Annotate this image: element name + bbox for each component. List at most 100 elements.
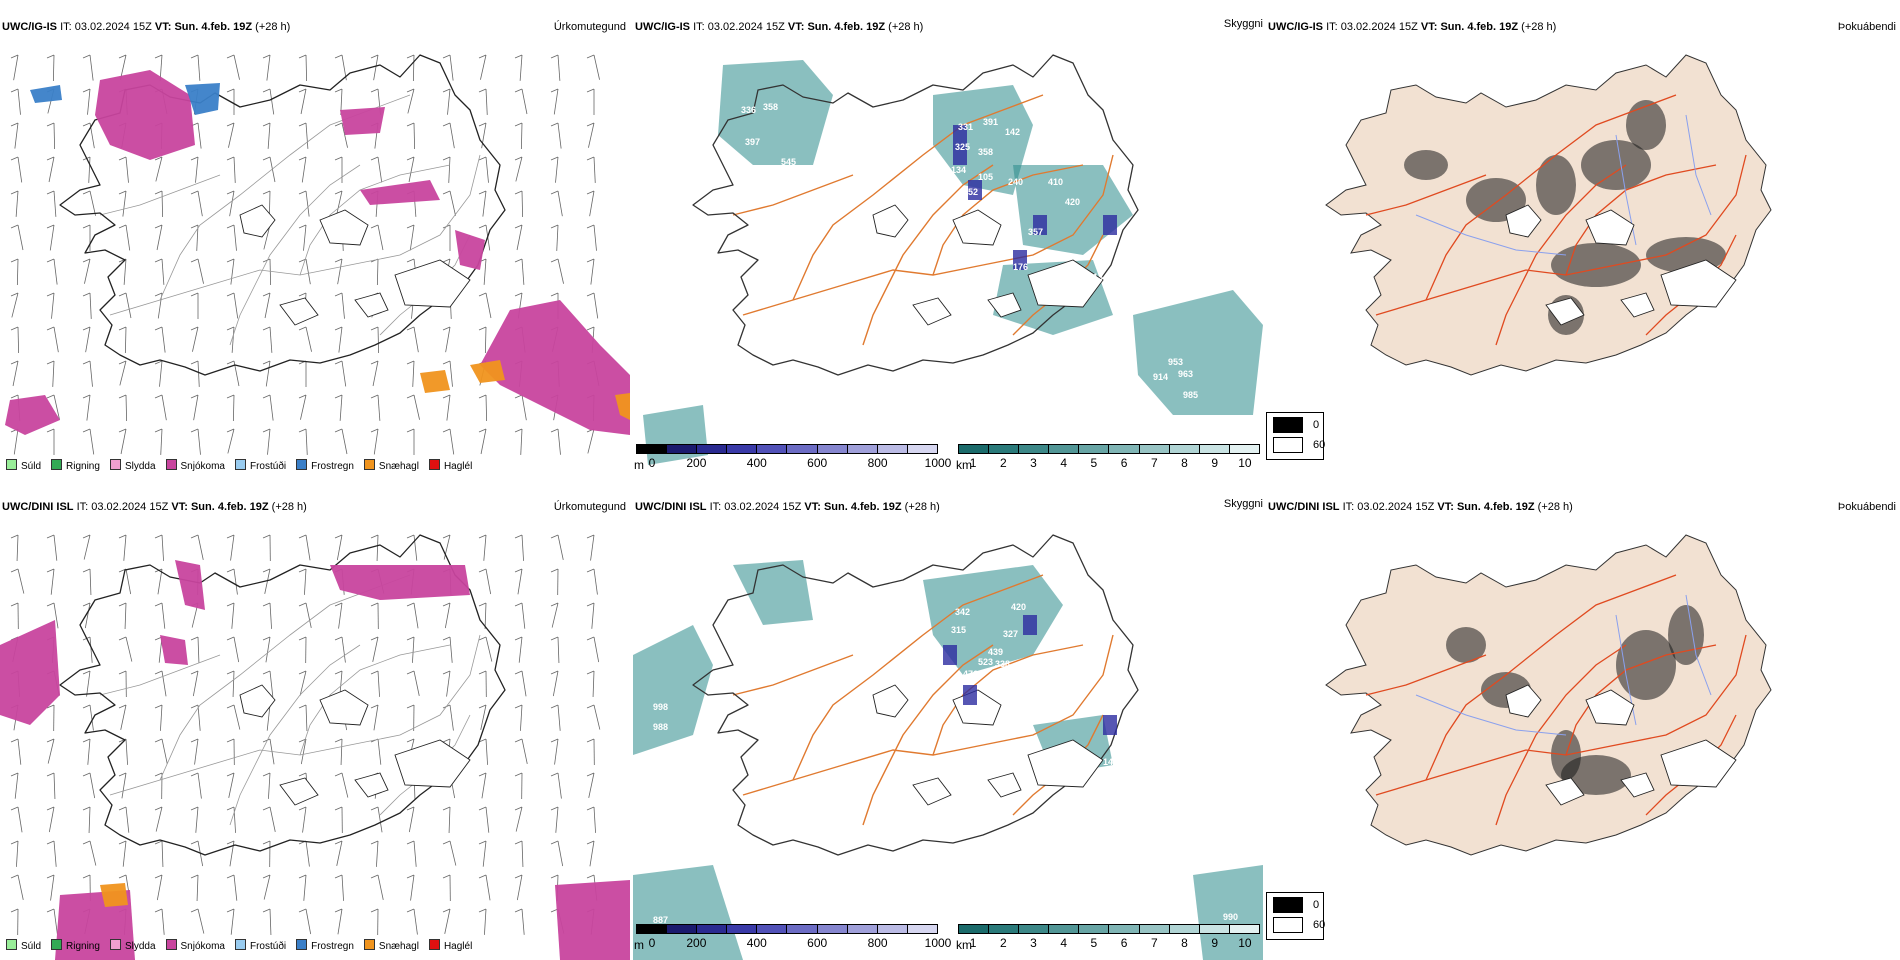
- legend-item: Súld: [6, 939, 41, 952]
- fog-legend-label: 0: [1313, 419, 1319, 431]
- legend-item: Frostúði: [235, 939, 286, 952]
- cloud-base-label: 963: [1178, 369, 1193, 379]
- fog-area: [1536, 155, 1576, 215]
- colorbar-tick: 9: [1211, 936, 1218, 950]
- legend-swatch: [166, 459, 177, 470]
- cloud-base-label: 452: [963, 187, 978, 197]
- cloud-base-area: [1103, 715, 1117, 735]
- legend-item: Frostregn: [296, 459, 354, 472]
- legend-item: Haglél: [429, 939, 472, 952]
- legend-swatch: [51, 939, 62, 950]
- precip-type-legend: Súld Rigning Slydda Snjókoma Frostúði Frostre…: [6, 459, 472, 472]
- cloud-base-label: 964: [731, 902, 746, 912]
- legend-label: Slydda: [125, 941, 156, 952]
- map-background: [633, 495, 1263, 960]
- colorbar-tick: 10: [1238, 936, 1251, 950]
- fog-legend-label: 60: [1313, 439, 1325, 451]
- legend-item: Snæhagl: [364, 939, 419, 952]
- precip-area: [555, 880, 630, 960]
- legend-label: Slydda: [125, 461, 156, 472]
- fog-indicator-map: [1266, 495, 1896, 960]
- cloud-base-area: [963, 685, 977, 705]
- cloud-base-label: 342: [955, 607, 970, 617]
- legend-swatch: [235, 459, 246, 470]
- fog-legend-row: 60: [1273, 917, 1325, 933]
- precip-type-map: [0, 495, 630, 960]
- legend-swatch: [235, 939, 246, 950]
- legend-swatch: [429, 459, 440, 470]
- legend-label: Rigning: [66, 461, 100, 472]
- precip-type-panel-ig: UWC/IG-IS IT: 03.02.2024 15Z VT: Sun. 4.…: [0, 15, 630, 480]
- colorbar-tick: 800: [868, 456, 888, 470]
- colorbar-unit: km: [956, 458, 972, 472]
- colorbar-tick: 4: [1060, 456, 1067, 470]
- cloud-base-label: 315: [951, 625, 966, 635]
- legend-swatch: [296, 939, 307, 950]
- colorbar-bar: [636, 924, 938, 934]
- cloud-base-label: 397: [745, 137, 760, 147]
- cloud-base-label: 176: [1013, 262, 1028, 272]
- colorbar-bar: [636, 444, 938, 454]
- colorbar-tick: 800: [868, 936, 888, 950]
- legend-label: Súld: [21, 461, 41, 472]
- cloud-base-label: 143: [1103, 757, 1118, 767]
- legend-label: Snjókoma: [181, 941, 225, 952]
- colorbar-tick: 3: [1030, 936, 1037, 950]
- cloud-base-label: 420: [1065, 197, 1080, 207]
- panel-header: UWC/DINI ISL IT: 03.02.2024 15Z VT: Sun.…: [1268, 501, 1573, 513]
- colorbar-tick: 600: [807, 456, 827, 470]
- legend-swatch: [110, 459, 121, 470]
- colorbar-tick: 6: [1121, 936, 1128, 950]
- colorbar-tick: 200: [686, 456, 706, 470]
- legend-item: Súld: [6, 459, 41, 472]
- cloud-base-label: 523: [978, 657, 993, 667]
- fog-legend-swatch: [1273, 437, 1303, 453]
- fog-legend-row: 0: [1273, 417, 1319, 433]
- map-background: [0, 15, 630, 480]
- cloud-base-label: 358: [978, 147, 993, 157]
- cloud-base-label: 953: [1168, 357, 1183, 367]
- legend-label: Snæhagl: [379, 941, 419, 952]
- field-title: Úrkomutegund: [554, 501, 626, 513]
- fog-legend-label: 0: [1313, 899, 1319, 911]
- colorbar-tick: 9: [1211, 456, 1218, 470]
- cloud-base-area: [1103, 215, 1117, 235]
- cloud-base-label: 439: [988, 647, 1003, 657]
- cloud-base-label: 134: [951, 165, 966, 175]
- colorbar-tick: 2: [1000, 936, 1007, 950]
- colorbar-tick: 400: [747, 456, 767, 470]
- legend-swatch: [110, 939, 121, 950]
- map-background: [0, 495, 630, 960]
- legend-item: Snæhagl: [364, 459, 419, 472]
- cloud-base-label: 985: [1183, 390, 1198, 400]
- legend-item: Slydda: [110, 459, 156, 472]
- cloud-base-area: [943, 645, 957, 665]
- visibility-area: [718, 60, 833, 165]
- colorbar-tick: 200: [686, 936, 706, 950]
- legend-item: Snjókoma: [166, 459, 225, 472]
- cloud-base-label: 420: [1011, 602, 1026, 612]
- cloud-base-label: 410: [1048, 177, 1063, 187]
- colorbar-tick: 10: [1238, 456, 1251, 470]
- legend-label: Frostúði: [250, 461, 286, 472]
- legend-label: Haglél: [444, 461, 472, 472]
- colorbar-tick: 600: [807, 936, 827, 950]
- cloud-base-label: 988: [653, 722, 668, 732]
- colorbar-tick: 8: [1181, 456, 1188, 470]
- cloud-base-label: 338: [995, 659, 1010, 669]
- field-title: Skyggni: [1224, 498, 1263, 510]
- fog-legend-swatch: [1273, 417, 1303, 433]
- fog-area: [1551, 243, 1641, 287]
- colorbar-tick: 5: [1091, 456, 1098, 470]
- cloud-base-label: 990: [1223, 912, 1238, 922]
- legend-item: Snjókoma: [166, 939, 225, 952]
